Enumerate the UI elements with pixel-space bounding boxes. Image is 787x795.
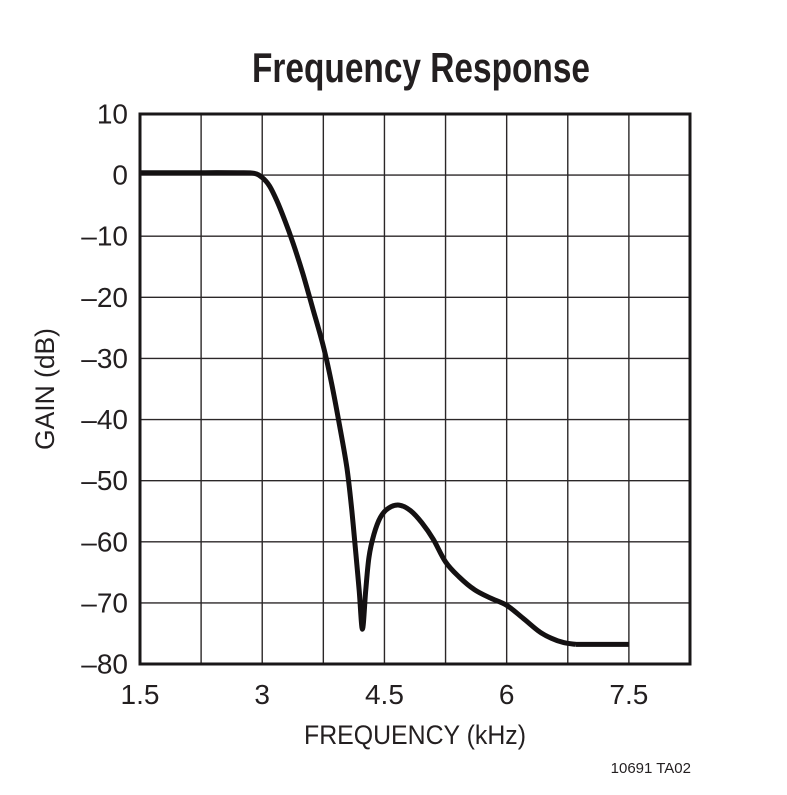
grid-layer (140, 114, 690, 664)
x-tick-label: 3 (254, 679, 270, 710)
y-tick-label: 10 (97, 99, 128, 130)
y-tick-label: –40 (81, 404, 128, 435)
chart-title: Frequency Response (252, 44, 590, 91)
gain-curve (140, 170, 629, 647)
y-axis-label: GAIN (dB) (30, 328, 60, 450)
x-tick-label: 7.5 (609, 679, 648, 710)
tick-layer: 1.5 3 4.5 6 7.5 10 0 –10 –20 –30 –40 –50 –60 –70 –80 (81, 99, 648, 711)
y-tick-label: –20 (81, 282, 128, 313)
x-axis-label: FREQUENCY (kHz) (304, 720, 526, 750)
x-tick-label: 1.5 (121, 679, 160, 710)
y-tick-label: –70 (81, 587, 128, 618)
y-tick-label: –60 (81, 526, 128, 557)
y-tick-label: –30 (81, 343, 128, 374)
figure-note: 10691 TA02 (611, 760, 691, 777)
y-tick-label: –50 (81, 465, 128, 496)
x-tick-label: 6 (499, 679, 515, 710)
y-tick-label: –10 (81, 221, 128, 252)
x-tick-label: 4.5 (365, 679, 404, 710)
y-tick-label: –80 (81, 649, 128, 680)
y-tick-label: 0 (112, 160, 128, 191)
plot-frame (138, 112, 692, 666)
